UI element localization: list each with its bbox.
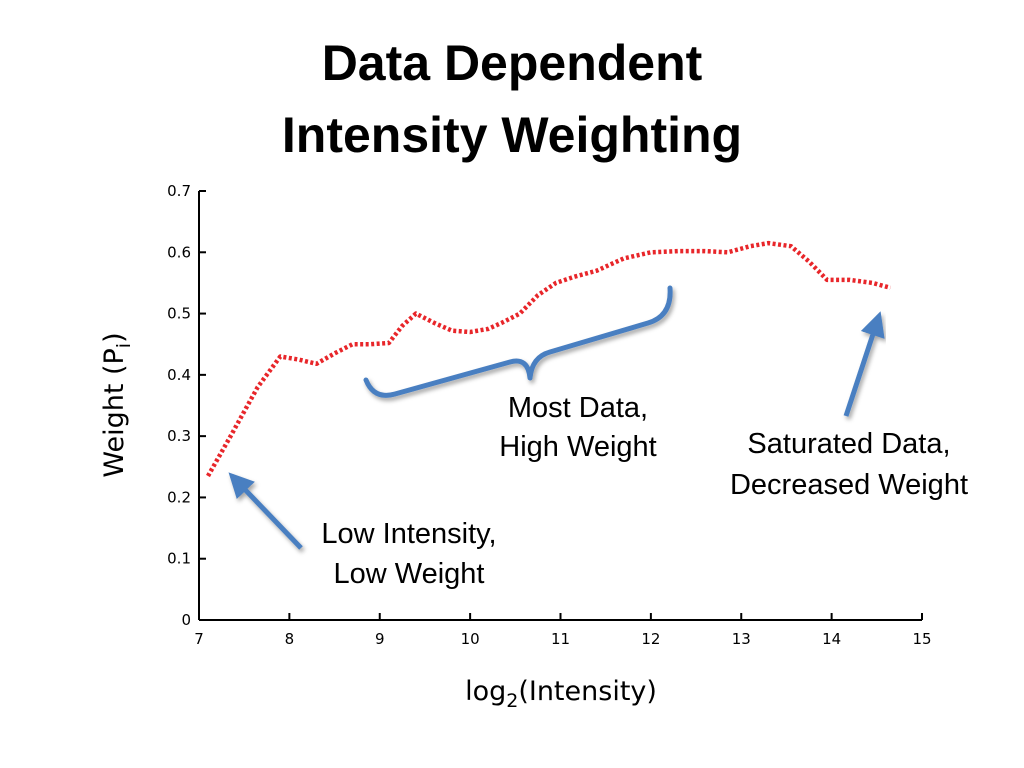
y-tick-label: 0.7 xyxy=(167,182,191,200)
y-tick-label: 0.2 xyxy=(167,488,191,506)
annotation-saturated: Saturated Data, Decreased Weight xyxy=(730,311,968,501)
annotation-low: Low Intensity, Low Weight xyxy=(228,472,497,590)
annotation-low-arrow xyxy=(228,472,303,550)
annotation-most-line2: High Weight xyxy=(499,431,656,463)
annotation-saturated-line1: Saturated Data, xyxy=(747,428,950,460)
x-axis-label: log2(Intensity) xyxy=(465,676,657,712)
annotation-most-line1: Most Data, xyxy=(508,392,648,424)
y-tick-label: 0.6 xyxy=(167,243,191,261)
x-tick-label: 9 xyxy=(375,630,385,648)
x-tick-label: 10 xyxy=(461,630,480,648)
annotation-saturated-line2: Decreased Weight xyxy=(730,469,968,501)
x-tick-label: 11 xyxy=(551,630,570,648)
y-tick-label: 0 xyxy=(181,611,191,629)
slide-title-line2: Intensity Weighting xyxy=(282,107,742,163)
x-tick-label: 13 xyxy=(732,630,751,648)
x-tick-label: 15 xyxy=(912,630,931,648)
slide-title-line1: Data Dependent xyxy=(322,35,703,91)
y-ticks: 0 0.1 0.2 0.3 0.4 0.5 0.6 0.7 xyxy=(167,182,206,629)
y-tick-label: 0.3 xyxy=(167,427,191,445)
annotation-saturated-arrow xyxy=(843,311,885,417)
y-axis-label-rest: ) xyxy=(99,332,130,343)
x-ticks: 7 8 9 10 11 12 13 14 15 xyxy=(194,613,932,648)
x-axis-label-sub: 2 xyxy=(506,690,518,712)
y-axis-label-sub: i xyxy=(113,343,135,348)
x-tick-label: 12 xyxy=(641,630,660,648)
y-axis-label: Weight (Pi) xyxy=(99,332,135,477)
annotation-most-brace xyxy=(363,285,673,398)
x-tick-label: 8 xyxy=(285,630,295,648)
y-tick-label: 0.5 xyxy=(167,305,191,323)
x-tick-label: 14 xyxy=(822,630,841,648)
y-tick-label: 0.1 xyxy=(167,550,191,568)
annotation-low-line1: Low Intensity, xyxy=(321,518,496,550)
x-tick-label: 7 xyxy=(194,630,204,648)
y-tick-label: 0.4 xyxy=(167,366,191,384)
x-axis-label-rest: (Intensity) xyxy=(518,676,657,707)
y-axis-label-main: Weight (P xyxy=(99,348,130,477)
x-axis-label-main: log xyxy=(465,676,506,707)
annotation-most: Most Data, High Weight xyxy=(363,285,673,463)
annotation-low-line2: Low Weight xyxy=(334,558,485,590)
